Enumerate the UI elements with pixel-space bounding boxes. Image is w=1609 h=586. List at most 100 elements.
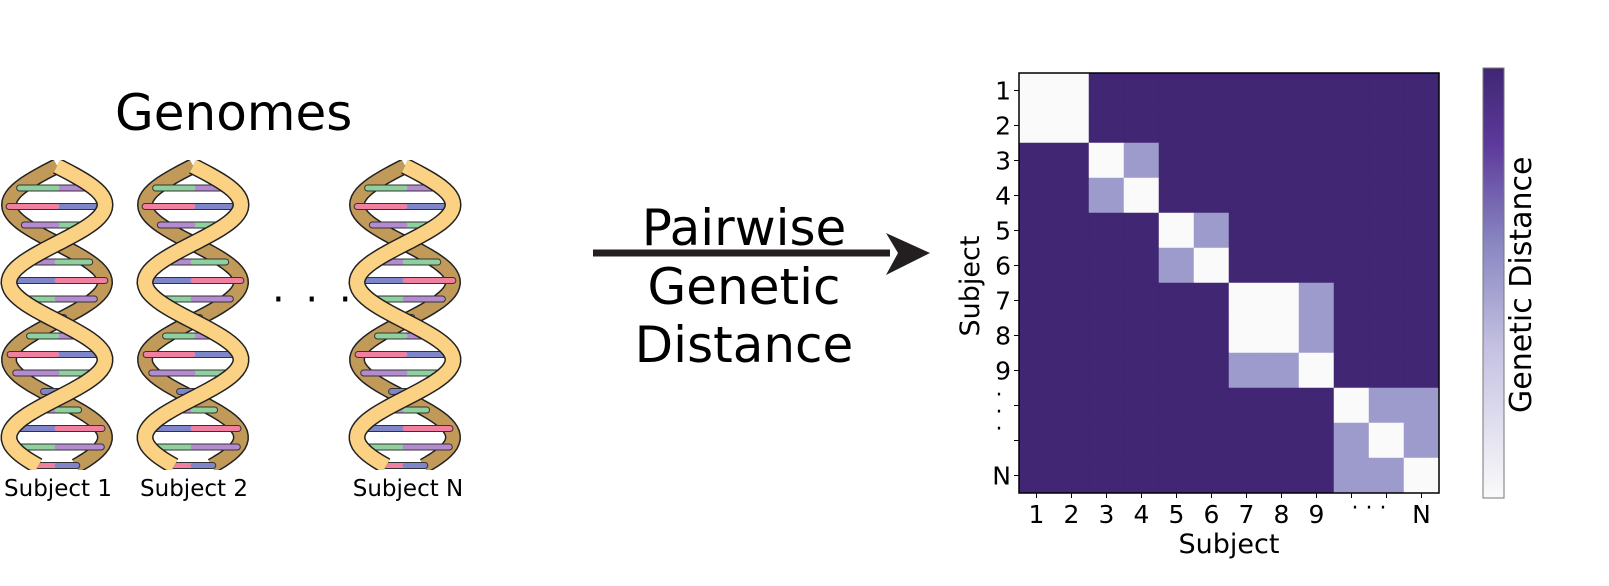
dna-double-helix-icon <box>136 160 250 470</box>
heatmap-cell <box>1298 107 1335 144</box>
heatmap-cell <box>1228 247 1265 284</box>
y-tick-label: 3 <box>995 147 1011 176</box>
heatmap-cell <box>1018 457 1055 494</box>
x-tick-label: 3 <box>1099 500 1115 529</box>
heatmap-cell <box>1193 422 1230 459</box>
heatmap-cell <box>1403 72 1440 109</box>
heatmap-cell <box>1333 177 1370 214</box>
heatmap-cell <box>1228 177 1265 214</box>
heatmap-cell <box>1193 282 1230 319</box>
heatmap-cell <box>1403 177 1440 214</box>
heatmap-cell <box>1088 422 1125 459</box>
heatmap-cell <box>1158 352 1195 389</box>
heatmap-cell <box>1088 177 1125 214</box>
heatmap-cell <box>1088 387 1125 424</box>
heatmap-cell <box>1158 387 1195 424</box>
heatmap-cell <box>1298 282 1335 319</box>
heatmap-cell <box>1123 352 1160 389</box>
heatmap-cell <box>1403 457 1440 494</box>
heatmap-cell <box>1158 247 1195 284</box>
heatmap-cell <box>1158 212 1195 249</box>
heatmap-cell <box>1263 317 1300 354</box>
heatmap-cell <box>1263 457 1300 494</box>
heatmap-cell <box>1053 422 1090 459</box>
heatmap-cell <box>1123 107 1160 144</box>
y-tick-label: 1 <box>995 77 1011 106</box>
heatmap-cell <box>1123 177 1160 214</box>
subjects-ellipsis: · · · <box>272 277 356 323</box>
heatmap-cell <box>1333 142 1370 179</box>
heatmap-cell <box>1228 422 1265 459</box>
heatmap-cell <box>1088 352 1125 389</box>
heatmap-cell <box>1403 142 1440 179</box>
heatmap-cell <box>1333 212 1370 249</box>
heatmap-cell <box>1088 72 1125 109</box>
heatmap-cell <box>1018 282 1055 319</box>
heatmap-cell <box>1088 282 1125 319</box>
heatmap-cell <box>1228 282 1265 319</box>
heatmap-cell <box>1403 352 1440 389</box>
heatmap-cell <box>1368 142 1405 179</box>
right-arrow-icon <box>593 233 930 275</box>
x-axis-label: Subject <box>1179 529 1280 560</box>
heatmap-cell <box>1298 247 1335 284</box>
heatmap-cell <box>1158 107 1195 144</box>
heatmap-cell <box>1088 212 1125 249</box>
heatmap-cell <box>1018 177 1055 214</box>
heatmap-cell <box>1228 142 1265 179</box>
heatmap-cell <box>1053 282 1090 319</box>
x-tick-label: 5 <box>1169 500 1185 529</box>
heatmap-cell <box>1053 177 1090 214</box>
x-tick-label: 8 <box>1274 500 1290 529</box>
heatmap-cell <box>1403 317 1440 354</box>
heatmap-cell <box>1018 352 1055 389</box>
heatmap-cell <box>1053 72 1090 109</box>
colorbar-label: Genetic Distance <box>1504 156 1539 414</box>
subject-label-1: Subject 1 <box>4 476 112 502</box>
heatmap-cell <box>1403 387 1440 424</box>
heatmap-cell <box>1333 387 1370 424</box>
heatmap-cell <box>1018 247 1055 284</box>
y-tick-label: 4 <box>995 182 1011 211</box>
heatmap-cell <box>1333 72 1370 109</box>
dna-double-helix-icon <box>0 160 114 470</box>
arrow-label-line-1: Pairwise <box>641 199 847 257</box>
y-tick-ellipsis: · <box>996 400 1003 425</box>
heatmap-cell <box>1263 142 1300 179</box>
heatmap-cell <box>1053 317 1090 354</box>
heatmap-cell <box>1053 142 1090 179</box>
y-tick-label: 6 <box>995 252 1011 281</box>
heatmap-cell <box>1368 387 1405 424</box>
arrow-label-line-3: Distance <box>634 316 854 374</box>
heatmap-cell <box>1263 177 1300 214</box>
heatmap-cell <box>1298 457 1335 494</box>
heatmap-cell <box>1018 422 1055 459</box>
heatmap-cell <box>1123 142 1160 179</box>
heatmap-cell <box>1228 352 1265 389</box>
heatmap-cell <box>1298 177 1335 214</box>
heatmap-cell <box>1123 72 1160 109</box>
heatmap-cell <box>1333 282 1370 319</box>
heatmap-cell <box>1403 107 1440 144</box>
x-tick-ellipsis: · · · <box>1352 496 1387 521</box>
heatmap-cell <box>1088 317 1125 354</box>
heatmap-cell <box>1263 422 1300 459</box>
heatmap-cell <box>1333 457 1370 494</box>
heatmap-cell <box>1368 317 1405 354</box>
heatmap-cell <box>1333 352 1370 389</box>
heatmap-cell <box>1123 282 1160 319</box>
heatmap-cell <box>1158 282 1195 319</box>
heatmap-cell <box>1298 387 1335 424</box>
heatmap-cell <box>1193 107 1230 144</box>
heatmap-cell <box>1403 212 1440 249</box>
y-axis-label: Subject <box>955 236 986 337</box>
heatmap-cell <box>1333 247 1370 284</box>
heatmap-cell <box>1193 387 1230 424</box>
heatmap-cell <box>1123 457 1160 494</box>
heatmap-cell <box>1263 247 1300 284</box>
y-tick-label: 2 <box>995 112 1011 141</box>
heatmap-cell <box>1193 317 1230 354</box>
heatmap-cell <box>1018 212 1055 249</box>
heatmap-cell <box>1368 457 1405 494</box>
heatmap-cell <box>1368 107 1405 144</box>
